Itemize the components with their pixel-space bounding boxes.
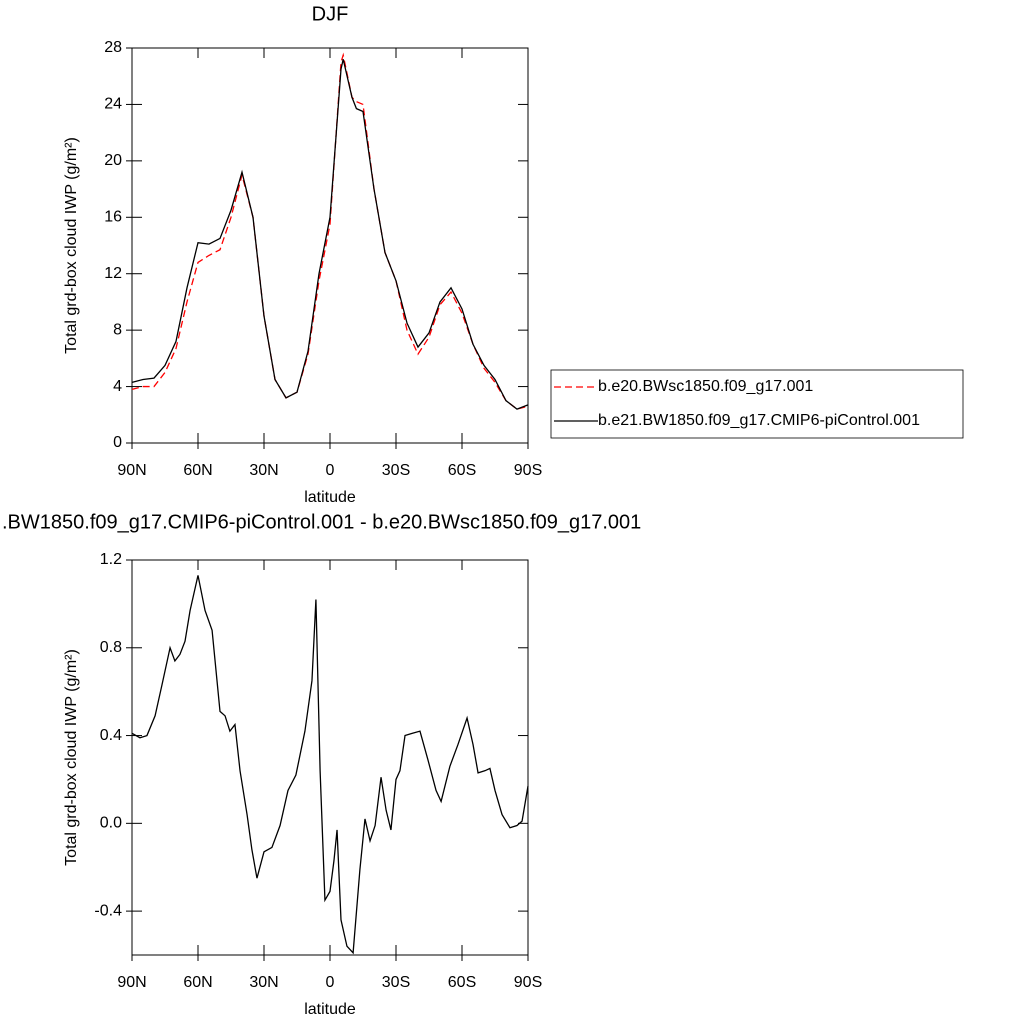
plot-frame [131, 559, 529, 956]
y-tick-label: 0.0 [100, 815, 122, 832]
x-tick-label: 0 [326, 462, 335, 479]
y-tick-label: 28 [104, 39, 122, 56]
y-tick-label: 1.2 [100, 551, 122, 568]
series-line [131, 52, 529, 410]
y-tick-label: 0.8 [100, 639, 122, 656]
legend-box [550, 369, 964, 439]
x-tick-label: 0 [326, 974, 335, 991]
y-tick-label: 20 [104, 152, 122, 169]
x-tick-label: 60S [448, 974, 476, 991]
chart-title: .BW1850.f09_g17.CMIP6-piControl.001 - b.… [2, 511, 641, 533]
x-axis-label: latitude [304, 1001, 356, 1018]
series-line [131, 59, 529, 410]
y-tick-label: 8 [113, 321, 122, 338]
x-tick-label: 30N [249, 974, 278, 991]
x-tick-label: 90S [514, 974, 542, 991]
x-tick-label: 60S [448, 462, 476, 479]
x-tick-label: 30N [249, 462, 278, 479]
x-tick-label: 60N [183, 974, 212, 991]
plot-frame [131, 47, 529, 444]
legend-label: b.e20.BWsc1850.f09_g17.001 [598, 378, 813, 395]
x-tick-label: 60N [183, 462, 212, 479]
chart-title: DJF [312, 3, 349, 25]
y-tick-label: -0.4 [94, 902, 122, 919]
series-line [131, 575, 529, 955]
y-tick-label: 0.4 [100, 727, 122, 744]
y-tick-label: 4 [113, 378, 122, 395]
x-tick-label: 90N [117, 974, 146, 991]
x-tick-label: 90S [514, 462, 542, 479]
y-tick-label: 16 [104, 209, 122, 226]
x-axis-label: latitude [304, 489, 356, 506]
y-tick-label: 12 [104, 265, 122, 282]
x-tick-label: 90N [117, 462, 146, 479]
y-tick-label: 0 [113, 434, 122, 451]
y-tick-label: 24 [104, 96, 122, 113]
y-axis-label: Total grd-box cloud IWP (g/m²) [63, 649, 80, 866]
y-axis-label: Total grd-box cloud IWP (g/m²) [63, 137, 80, 354]
x-tick-label: 30S [382, 462, 410, 479]
x-tick-label: 30S [382, 974, 410, 991]
legend-label: b.e21.BW1850.f09_g17.CMIP6-piControl.001 [598, 412, 920, 429]
